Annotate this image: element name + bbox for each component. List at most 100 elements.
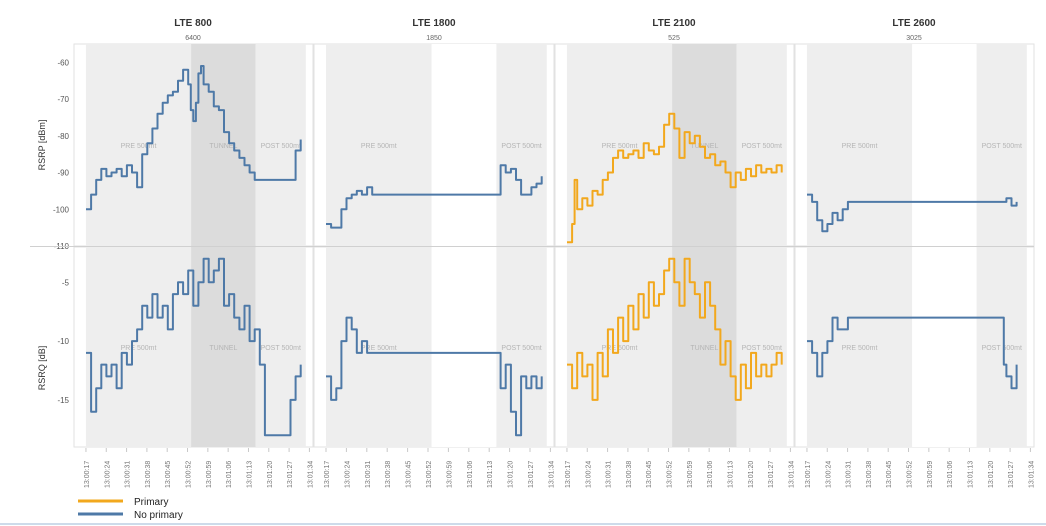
phase-label-pre: PRE 500mt (602, 345, 638, 352)
x-tick-label: 13:00:52 (186, 461, 193, 488)
legend-label-no-primary: No primary (134, 510, 183, 521)
x-tick-label: 13:00:17 (84, 461, 91, 488)
x-tick-label: 13:00:38 (385, 461, 392, 488)
tunnel-band (431, 44, 497, 246)
column-headers: LTE 800 6400 LTE 1800 1850 LTE 2100 525 … (174, 18, 936, 42)
x-tick-label: 13:01:06 (707, 461, 714, 488)
x-tick-label: 13:01:06 (226, 461, 233, 488)
post-band (976, 247, 1027, 447)
x-tick-label: 13:00:59 (687, 461, 694, 488)
x-tick-label: 13:00:59 (927, 461, 934, 488)
y-tick-label: -10 (57, 337, 69, 346)
x-tick-label: 13:00:59 (206, 461, 213, 488)
x-tick-label: 13:00:31 (125, 461, 132, 488)
y-tick-label: -90 (57, 169, 69, 178)
x-tick-label: 13:00:45 (406, 461, 413, 488)
x-tick-label: 13:01:13 (968, 461, 975, 488)
y-axis-title-rsrq: RSRQ [dB] (37, 346, 47, 391)
column-subtitle-lte2100: 525 (668, 35, 680, 42)
pre-band (85, 247, 192, 447)
x-tick-label: 13:01:27 (528, 461, 535, 488)
post-band (976, 44, 1027, 246)
x-tick-label: 13:01:20 (748, 461, 755, 488)
x-tick-label: 13:01:27 (768, 461, 775, 488)
phase-label-pre: PRE 500mt (842, 143, 878, 150)
phase-label-post: POST 500mt (982, 345, 1022, 352)
phase-label-pre: PRE 500mt (121, 143, 157, 150)
pre-band (806, 44, 913, 246)
series-line-no_primary (86, 257, 302, 437)
chart-panels: PRE 500mt TUNNEL POST 500mt PRE 500mt POST 5… (73, 43, 1035, 448)
x-tick-label: 13:01:34 (1028, 461, 1035, 488)
post-band (496, 44, 547, 246)
phase-label-pre: PRE 500mt (842, 345, 878, 352)
x-axis-ticks: 13:00:17 13:00:24 13:00:31 13:00:38 13:00:45… (84, 448, 1035, 488)
post-band (736, 44, 787, 246)
phase-label-post: POST 500mt (261, 345, 301, 352)
x-tick-label: 13:00:45 (646, 461, 653, 488)
column-subtitle-lte1800: 1850 (426, 35, 442, 42)
x-tick-label: 13:01:34 (548, 461, 555, 488)
phase-label-post: POST 500mt (501, 143, 541, 150)
column-title-lte800: LTE 800 (174, 18, 212, 29)
pre-band (85, 44, 192, 246)
x-tick-label: 13:01:13 (487, 461, 494, 488)
panel-1-2: PRE 500mt TUNNEL POST 500mt (554, 246, 795, 448)
x-tick-label: 13:00:31 (846, 461, 853, 488)
pre-band (326, 247, 432, 447)
x-tick-label: 13:01:27 (287, 461, 294, 488)
series-line-no_primary (326, 316, 543, 437)
phase-label-post: POST 500mt (501, 345, 541, 352)
x-tick-label: 13:00:17 (324, 461, 331, 488)
panel-1-3: PRE 500mt POST 500mt (794, 246, 1035, 448)
column-subtitle-lte800: 6400 (185, 35, 201, 42)
x-tick-label: 13:00:45 (886, 461, 893, 488)
x-tick-label: 13:00:17 (805, 461, 812, 488)
pre-band (566, 44, 673, 246)
x-tick-label: 13:00:24 (344, 461, 351, 488)
x-tick-label: 13:00:38 (866, 461, 873, 488)
x-tick-label: 13:00:38 (626, 461, 633, 488)
x-tick-label: 13:01:34 (788, 461, 795, 488)
x-tick-label: 13:00:24 (825, 461, 832, 488)
series-line-primary (567, 112, 783, 244)
x-tick-label: 13:00:52 (426, 461, 433, 488)
phase-label-post: POST 500mt (742, 143, 782, 150)
series-line-no_primary (326, 164, 543, 229)
tunnel-band (912, 247, 977, 447)
panel-0-0: PRE 500mt TUNNEL POST 500mt (73, 43, 314, 247)
pre-band (566, 247, 673, 447)
tunnel-band (431, 247, 497, 447)
legend: Primary No primary (78, 497, 183, 521)
phase-label-pre: PRE 500mt (121, 345, 157, 352)
x-tick-label: 13:01:06 (947, 461, 954, 488)
x-tick-label: 13:00:31 (606, 461, 613, 488)
post-band (736, 247, 787, 447)
panel-0-1: PRE 500mt POST 500mt (313, 43, 555, 247)
x-tick-label: 13:01:27 (1008, 461, 1015, 488)
phase-label-post: POST 500mt (261, 143, 301, 150)
phase-label-pre: PRE 500mt (361, 143, 397, 150)
y-tick-label: -80 (57, 132, 69, 141)
x-tick-label: 13:01:13 (247, 461, 254, 488)
x-tick-label: 13:00:24 (104, 461, 111, 488)
pre-band (326, 44, 432, 246)
panel-1-0: PRE 500mt TUNNEL POST 500mt (73, 246, 314, 448)
x-tick-label: 13:00:38 (145, 461, 152, 488)
pre-band (806, 247, 913, 447)
y-tick-label: -5 (62, 278, 70, 287)
y-tick-label: -100 (53, 205, 70, 214)
phase-label-tunnel: TUNNEL (690, 345, 718, 352)
phase-label-post: POST 500mt (982, 143, 1022, 150)
series-line-no_primary (807, 316, 1018, 390)
y-tick-label: -70 (57, 95, 69, 104)
phase-label-pre: PRE 500mt (602, 143, 638, 150)
series-line-no_primary (86, 65, 302, 211)
x-tick-label: 13:00:59 (446, 461, 453, 488)
x-tick-label: 13:01:20 (267, 461, 274, 488)
y-axis-ticks: -60-70-80-90-100-110-5-10-15 (30, 58, 1034, 405)
column-title-lte1800: LTE 1800 (412, 18, 456, 29)
phase-label-tunnel: TUNNEL (209, 143, 237, 150)
x-tick-label: 13:00:52 (907, 461, 914, 488)
